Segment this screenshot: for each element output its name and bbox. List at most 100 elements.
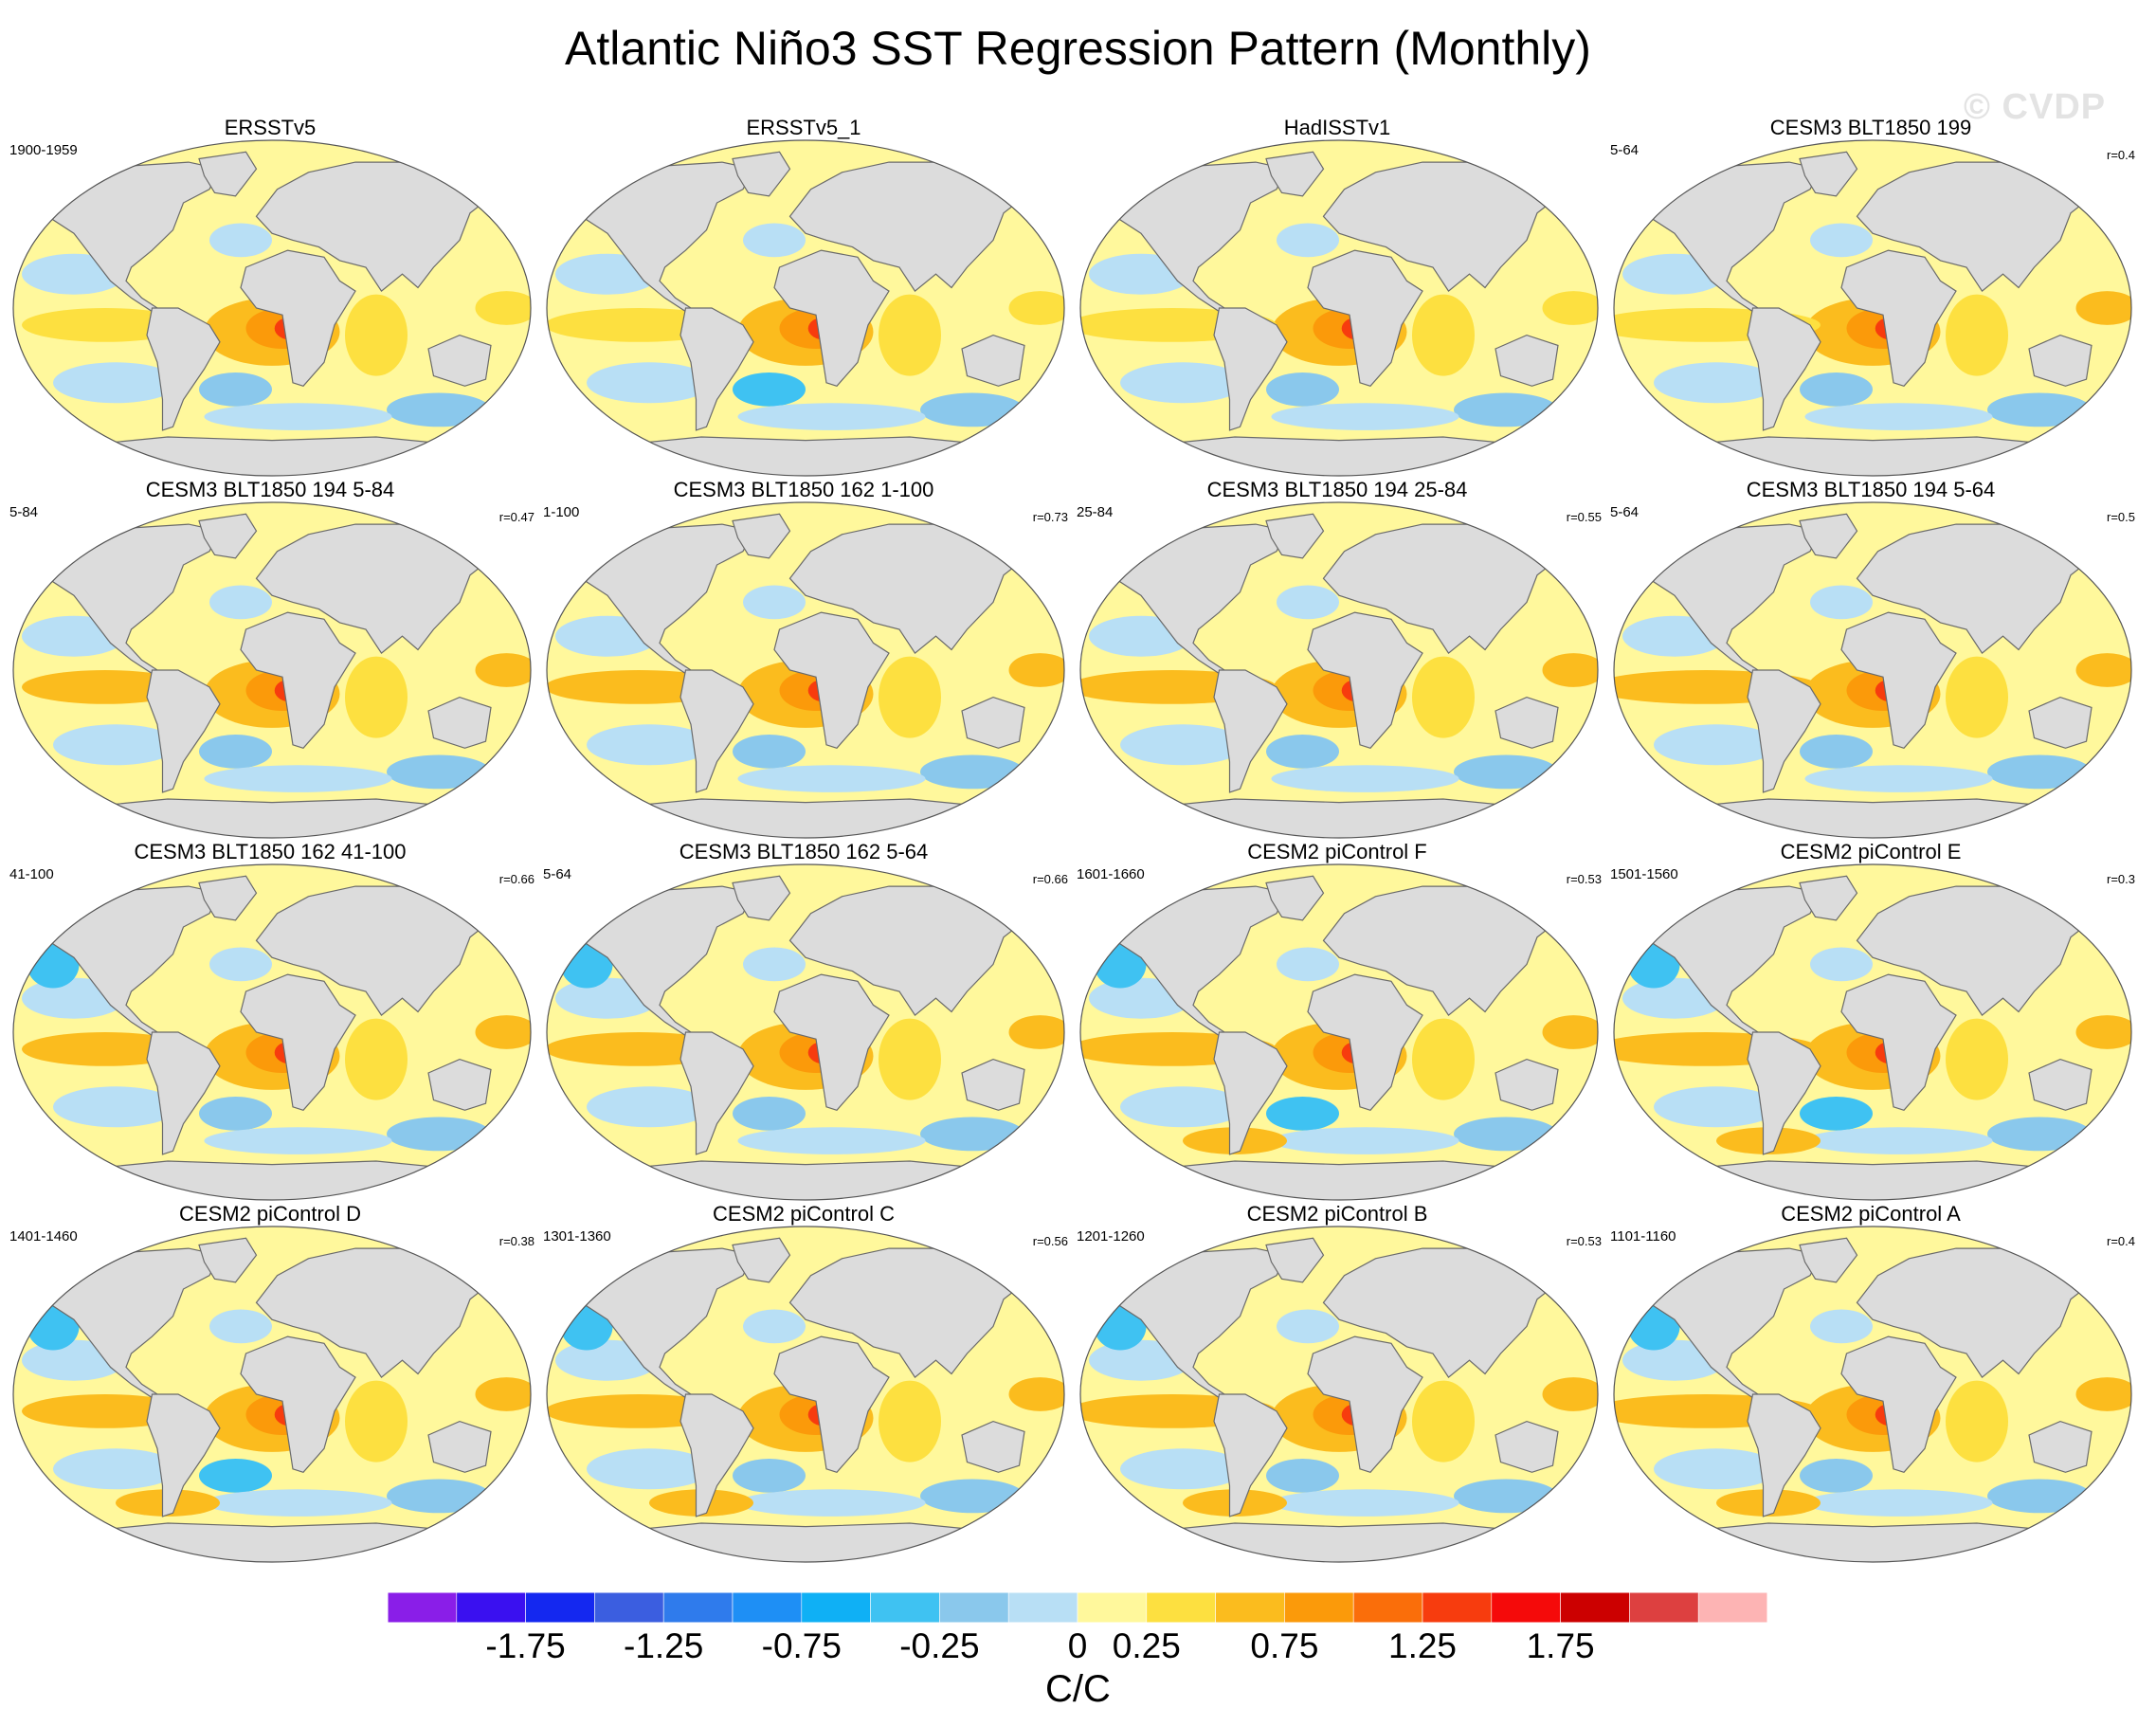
colorbar-tick-label: -0.25	[899, 1626, 980, 1665]
panel-title: CESM2 piControl A	[1781, 1202, 1961, 1226]
anomaly-contour	[1266, 1097, 1339, 1131]
anomaly-contour	[1412, 1380, 1475, 1463]
colorbar	[388, 1592, 1767, 1623]
panel-correlation: r=0.4	[2107, 148, 2135, 162]
panel-title: CESM2 piControl F	[1247, 840, 1427, 863]
land-northAmerica	[1109, 1247, 1288, 1399]
anomaly-contour	[345, 1018, 408, 1100]
anomaly-contour	[1454, 392, 1558, 427]
world-map	[546, 863, 1065, 1201]
land-australia	[427, 334, 492, 387]
land-africa	[1840, 973, 1957, 1111]
land-greenland	[732, 875, 791, 921]
map-border	[1079, 501, 1599, 839]
land-southAmerica	[1213, 1031, 1288, 1155]
land-greenland	[732, 513, 791, 559]
anomaly-contour	[1271, 403, 1459, 430]
world-map	[12, 1226, 532, 1563]
anomaly-contour	[733, 1459, 806, 1493]
anomaly-contour	[1804, 1489, 1993, 1517]
anomaly-contour	[733, 735, 806, 769]
anomaly-contour	[1987, 1117, 2092, 1152]
land-antarctica	[36, 1522, 508, 1562]
panel-title: CESM3 BLT1850 199	[1769, 116, 1972, 139]
map-border	[12, 1226, 532, 1563]
anomaly-contour	[1800, 1097, 1873, 1131]
land-eurasia	[788, 523, 1031, 654]
colorbar-tick-label: 0.25	[1112, 1626, 1181, 1665]
map-border	[12, 501, 532, 839]
anomaly-contour	[1008, 653, 1064, 687]
land-eurasia	[788, 885, 1031, 1016]
panel-years: 1601-1660	[1077, 866, 1145, 882]
anomaly-contour	[1120, 724, 1245, 766]
land-eurasia	[255, 885, 498, 1016]
land-northAmerica	[1642, 885, 1821, 1037]
land-antarctica	[1637, 1522, 2109, 1562]
world-map	[546, 501, 1065, 839]
land-australia	[427, 1420, 492, 1473]
land-africa	[240, 249, 356, 387]
world-map	[1079, 501, 1599, 839]
anomaly-contour	[1542, 1015, 1598, 1049]
panel-years: 41-100	[9, 866, 54, 882]
land-southAmerica	[1747, 1031, 1821, 1155]
panel-title: ERSSTv5	[224, 116, 317, 139]
land-africa	[1840, 1335, 1957, 1473]
anomaly-contour	[475, 653, 531, 687]
colorbar-tick-label: -1.75	[485, 1626, 566, 1665]
anomaly-contour	[1277, 585, 1339, 620]
colorbar-tick-label: -1.25	[624, 1626, 704, 1665]
world-map	[12, 863, 532, 1201]
panel-title: CESM3 BLT1850 194 5-64	[1746, 478, 1996, 501]
land-northAmerica	[1642, 161, 1821, 313]
map-panel: CESM2 piControl B 1201-1260 r=0.53	[1071, 1202, 1603, 1563]
map-border	[546, 139, 1065, 477]
panel-years: 1-100	[543, 504, 580, 520]
anomaly-contour	[1412, 294, 1475, 376]
anomaly-contour	[1810, 585, 1873, 620]
colorbar-units: C/C	[1045, 1668, 1111, 1710]
land-greenland	[732, 151, 791, 197]
colorbar-box	[1284, 1592, 1354, 1623]
anomaly-contour	[199, 735, 272, 769]
map-panel: CESM3 BLT1850 162 41-100 41-100 r=0.66	[4, 840, 536, 1201]
colorbar-tick-label: 1.25	[1387, 1626, 1458, 1665]
colorbar-box	[1352, 1592, 1423, 1623]
anomaly-contour	[1008, 1377, 1064, 1411]
land-southAmerica	[679, 1393, 754, 1517]
land-southAmerica	[1213, 1393, 1288, 1517]
land-australia	[961, 696, 1025, 749]
land-southAmerica	[1747, 669, 1821, 793]
map-panel: ERSSTv5_1	[537, 116, 1070, 477]
map-panel: CESM2 piControl D 1401-1460 r=0.38	[4, 1202, 536, 1563]
world-map	[1613, 501, 2132, 839]
panel-years: 5-64	[1610, 142, 1640, 158]
anomaly-contour	[1810, 1309, 1873, 1344]
land-antarctica	[36, 798, 508, 838]
land-southAmerica	[146, 1393, 221, 1517]
anomaly-contour	[53, 1086, 178, 1128]
land-antarctica	[1103, 798, 1575, 838]
land-eurasia	[788, 1247, 1031, 1378]
panel-years: 1900-1959	[9, 142, 78, 158]
colorbar-tick-label: 0.75	[1250, 1626, 1319, 1665]
map-border	[1079, 139, 1599, 477]
map-panel: CESM3 BLT1850 194 5-84 5-84 r=0.47	[4, 478, 536, 839]
land-africa	[1307, 611, 1423, 749]
land-southAmerica	[1747, 1393, 1821, 1517]
anomaly-contour	[1810, 947, 1873, 982]
anomaly-contour	[733, 1097, 806, 1131]
map-panel: HadISSTv1	[1071, 116, 1603, 477]
anomaly-contour	[733, 372, 806, 407]
land-southAmerica	[1213, 669, 1288, 793]
map-panel: CESM3 BLT1850 162 5-64 5-64 r=0.66	[537, 840, 1070, 1201]
land-antarctica	[1103, 1160, 1575, 1200]
anomaly-contour	[1412, 1018, 1475, 1100]
map-border	[12, 863, 532, 1201]
anomaly-contour	[1987, 1479, 2092, 1514]
land-eurasia	[1856, 523, 2098, 654]
colorbar-tick-label: 1.75	[1526, 1626, 1595, 1665]
anomaly-contour	[475, 291, 531, 325]
map-panel: CESM2 piControl A 1101-1160 r=0.4	[1604, 1202, 2137, 1563]
